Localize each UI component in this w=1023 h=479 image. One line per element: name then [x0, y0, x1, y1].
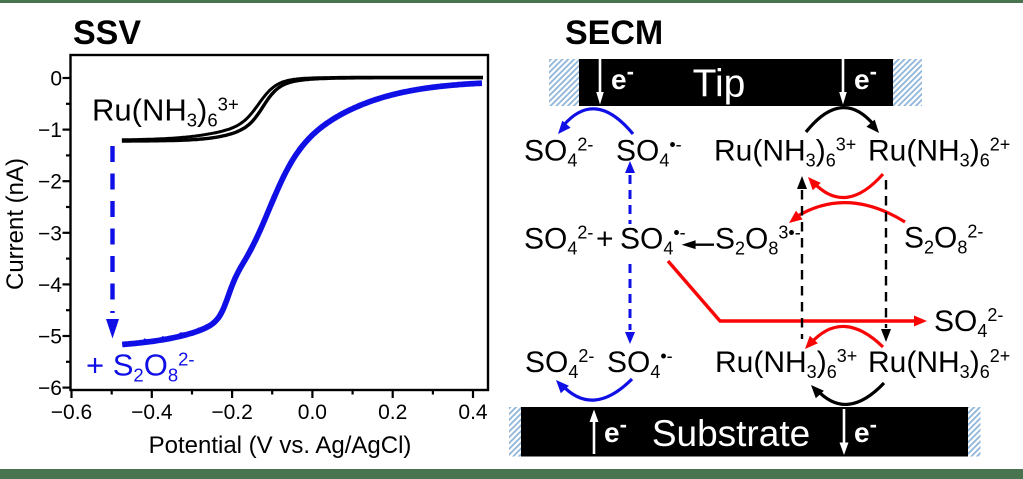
svg-text:S2​O8​3•-​: S2​O8​3•-​: [715, 223, 801, 259]
svg-text:0.4: 0.4: [458, 401, 488, 424]
svg-text:SO4​•-​: SO4​•-​: [607, 346, 673, 382]
svg-text:SO4​2-​: SO4​2-​: [934, 305, 1003, 341]
svg-text:−0.6: −0.6: [51, 401, 92, 424]
svg-text:−5: −5: [38, 326, 62, 349]
svg-text:−4: −4: [38, 274, 62, 297]
svg-text:Potential (V vs. Ag/AgCl): Potential (V vs. Ag/AgCl): [149, 432, 412, 459]
svg-text:Tip: Tip: [693, 63, 746, 106]
svg-text:Ru(NH3​)6​3+​: Ru(NH3​)6​3+​: [715, 346, 857, 382]
svg-text:Ru(NH3​)6​3+​: Ru(NH3​)6​3+​: [92, 93, 239, 131]
svg-text:0.0: 0.0: [298, 401, 327, 424]
svg-text:+: +: [596, 223, 614, 256]
svg-text:+ S2​O8​2-​: + S2​O8​2-​: [86, 348, 195, 386]
svg-text:Current (nA): Current (nA): [2, 158, 29, 290]
svg-text:S2​O8​2-​: S2​O8​2-​: [904, 222, 983, 258]
svg-text:−0.4: −0.4: [131, 401, 173, 424]
svg-text:SO4​•-​: SO4​•-​: [620, 223, 686, 259]
svg-text:0: 0: [50, 68, 62, 91]
svg-text:−1: −1: [38, 119, 62, 142]
svg-text:−6: −6: [38, 377, 62, 400]
svg-text:Substrate: Substrate: [652, 413, 810, 454]
svg-text:SO4​2-​: SO4​2-​: [524, 135, 593, 171]
svg-text:−2: −2: [38, 171, 62, 194]
svg-text:Ru(NH3​)6​3+​: Ru(NH3​)6​3+​: [714, 135, 856, 171]
svg-text:−0.2: −0.2: [211, 401, 252, 424]
svg-text:SO4​2-​: SO4​2-​: [524, 223, 593, 259]
svg-text:Ru(NH3​)6​2+​: Ru(NH3​)6​2+​: [868, 135, 1010, 171]
svg-text:Ru(NH3​)6​2+​: Ru(NH3​)6​2+​: [868, 346, 1010, 382]
svg-text:SECM: SECM: [565, 14, 663, 52]
svg-text:SSV: SSV: [73, 14, 141, 52]
svg-text:0.2: 0.2: [378, 401, 407, 424]
svg-text:SO4​•-​: SO4​•-​: [616, 135, 682, 171]
svg-text:−3: −3: [38, 222, 62, 245]
svg-text:SO4​2-​: SO4​2-​: [525, 346, 594, 382]
